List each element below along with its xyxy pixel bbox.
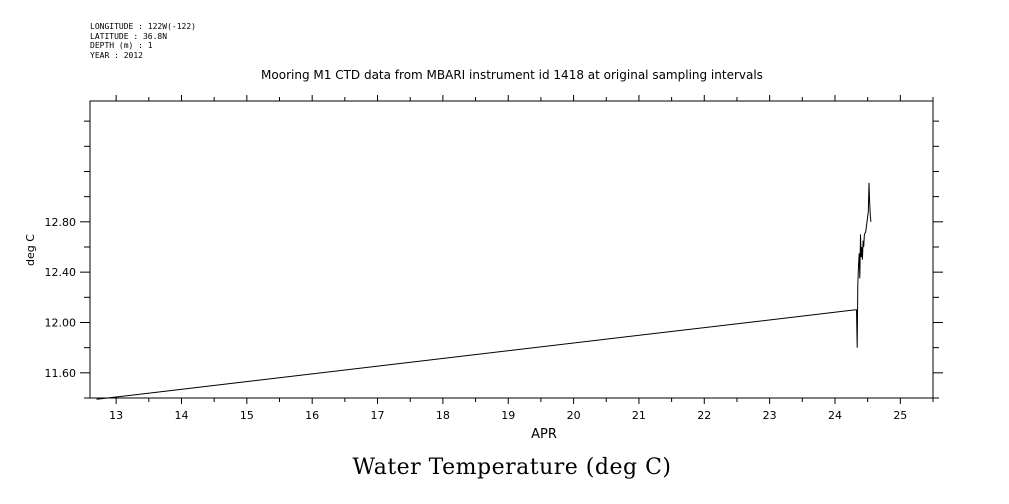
chart-subtitle: Water Temperature (deg C) [352, 455, 672, 480]
x-tick-label: 23 [763, 409, 777, 422]
plot-frame [89, 100, 934, 399]
x-tick-label: 20 [567, 409, 581, 422]
x-tick-label: 18 [436, 409, 450, 422]
x-tick-label: 25 [893, 409, 907, 422]
y-tick-label: 12.40 [45, 266, 77, 279]
year-label: YEAR : 2012 [90, 50, 143, 60]
metadata-block: LONGITUDE : 122W(-122) LATITUDE : 36.8N … [90, 22, 196, 60]
series-line-temperature [96, 182, 872, 400]
x-tick-label: 22 [697, 409, 711, 422]
x-axis: 13 14 15 16 17 18 19 20 21 22 23 24 25 [109, 95, 934, 422]
y-tick-label: 12.80 [45, 216, 77, 229]
x-tick-label: 13 [109, 409, 123, 422]
depth-label: DEPTH (m) : 1 [90, 41, 153, 50]
latitude-label: LATITUDE : 36.8N [90, 31, 168, 41]
x-tick-label: 17 [371, 409, 385, 422]
x-tick-label: 19 [501, 409, 515, 422]
longitude-label: LONGITUDE : 122W(-122) [90, 22, 196, 31]
x-tick-label: 21 [632, 409, 646, 422]
y-axis: 11.60 12.00 12.40 12.80 [45, 120, 943, 399]
x-axis-label: APR [531, 427, 557, 442]
y-tick-label: 11.60 [45, 367, 77, 380]
x-tick-label: 16 [305, 409, 319, 422]
y-tick-label: 12.00 [45, 316, 77, 329]
x-tick-label: 24 [828, 409, 842, 422]
chart-title: Mooring M1 CTD data from MBARI instrumen… [261, 68, 763, 82]
x-tick-label: 15 [240, 409, 254, 422]
y-axis-label: deg C [24, 234, 37, 266]
x-tick-label: 14 [174, 409, 188, 422]
